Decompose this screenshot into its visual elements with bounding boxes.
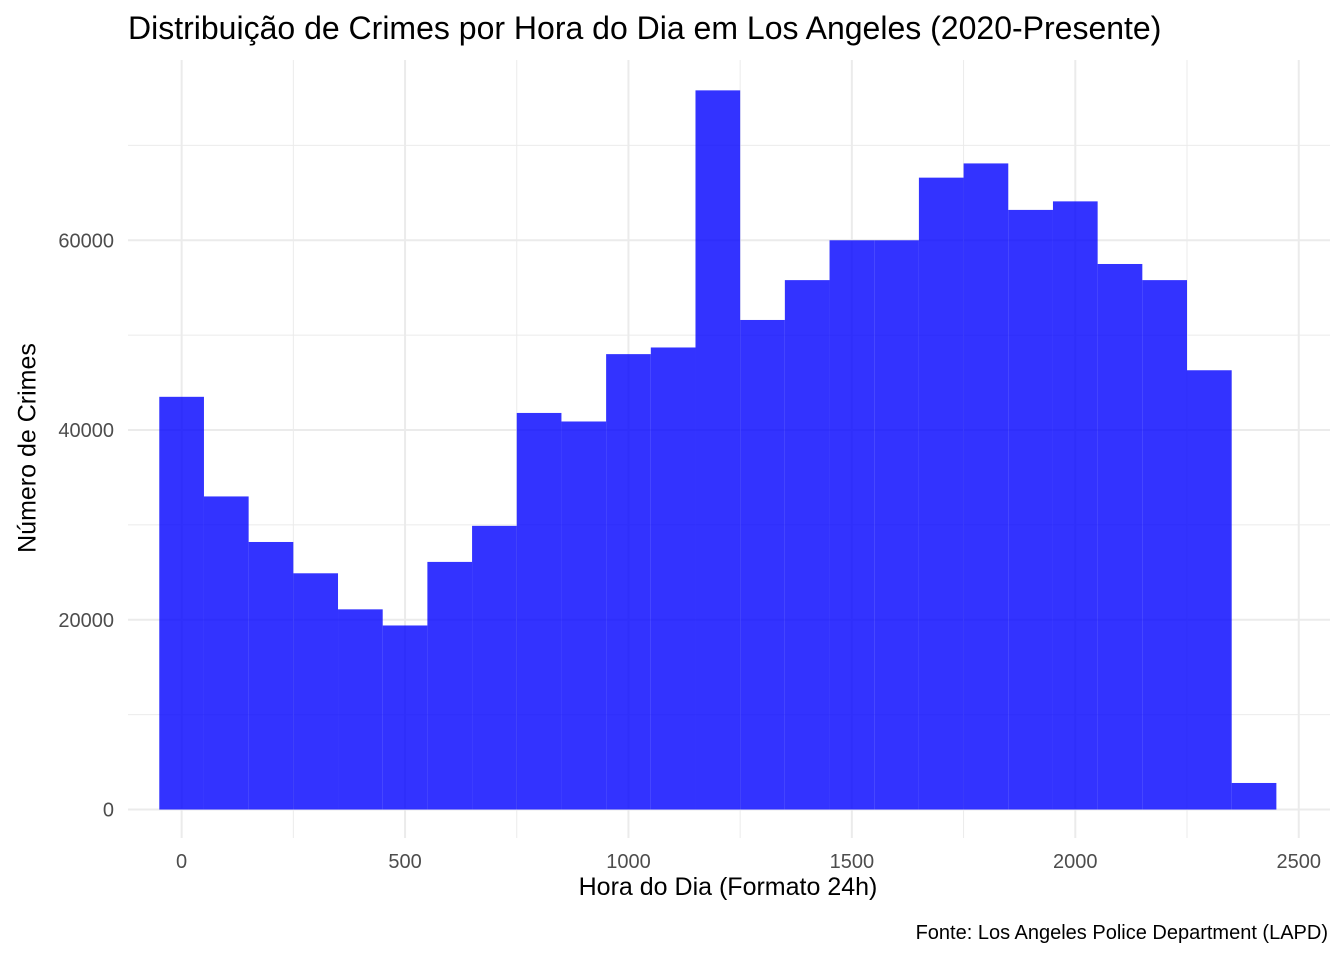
source-caption: Fonte: Los Angeles Police Department (LA…: [915, 922, 1328, 944]
histogram-bar: [650, 347, 696, 810]
histogram-bar: [293, 573, 339, 810]
x-tick-labels: 0 500 1000 1500 2000 2500: [176, 851, 1321, 873]
histogram-bar: [561, 421, 607, 810]
histogram-bar: [874, 240, 919, 810]
histogram-bars: [159, 90, 1277, 810]
x-tick-label: 2000: [1053, 851, 1098, 873]
histogram-bar: [1231, 782, 1277, 810]
histogram-bar: [1052, 201, 1098, 810]
y-tick-labels: 0 20000 40000 60000: [58, 230, 114, 821]
histogram-bar: [516, 412, 562, 810]
y-tick-label: 0: [103, 800, 114, 822]
histogram-bar: [427, 561, 473, 810]
histogram-bar: [918, 177, 964, 810]
histogram-bar: [248, 541, 294, 810]
x-tick-label: 0: [176, 851, 187, 873]
x-axis-label: Hora do Dia (Formato 24h): [578, 873, 878, 901]
histogram-bar: [338, 609, 383, 810]
histogram-bar: [159, 396, 204, 810]
x-tick-label: 1000: [606, 851, 651, 873]
histogram-bar: [203, 496, 249, 810]
histogram-bar: [740, 319, 785, 810]
x-tick-label: 1500: [830, 851, 875, 873]
histogram-bar: [472, 525, 517, 810]
histogram-bar: [1097, 263, 1143, 810]
y-tick-label: 60000: [58, 230, 114, 252]
histogram-bar: [382, 625, 428, 810]
x-tick-label: 500: [388, 851, 421, 873]
histogram-bar: [1008, 209, 1053, 810]
histogram-bar: [963, 163, 1009, 810]
histogram-bar: [695, 90, 741, 810]
histogram-bar: [1142, 280, 1188, 810]
histogram-bar: [606, 354, 651, 810]
y-tick-label: 20000: [58, 610, 114, 632]
x-tick-label: 2500: [1276, 851, 1321, 873]
histogram-bar: [1187, 370, 1232, 810]
histogram-bar: [784, 280, 830, 810]
y-tick-label: 40000: [58, 420, 114, 442]
histogram-bar: [829, 240, 875, 810]
chart-title: Distribuição de Crimes por Hora do Dia e…: [128, 10, 1162, 46]
